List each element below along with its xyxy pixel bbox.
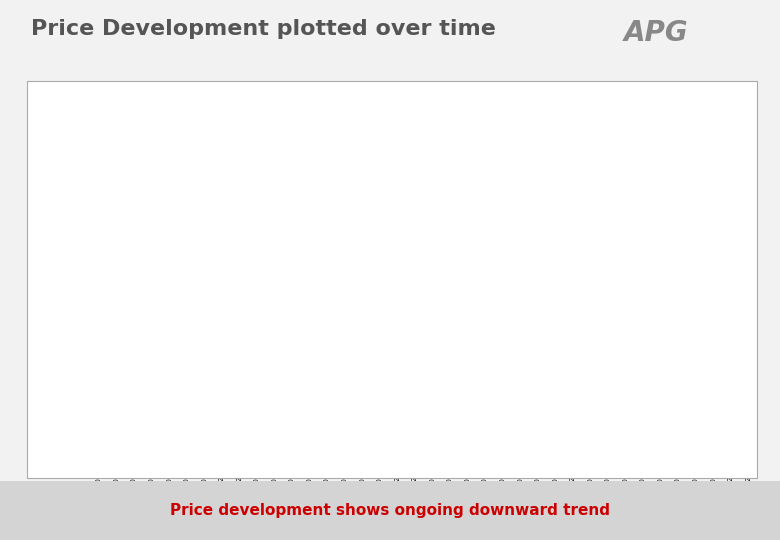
- Title: PRR Price Development: PRR Price Development: [331, 85, 516, 99]
- Text: Price development shows ongoing downward trend: Price development shows ongoing downward…: [170, 503, 610, 518]
- Legend: FCR Price, Linear (FCR Price): FCR Price, Linear (FCR Price): [236, 83, 451, 100]
- Text: Cooperation: Cooperation: [104, 153, 159, 162]
- Text: ELIA: ELIA: [622, 146, 645, 157]
- Text: Start: Start: [104, 139, 126, 148]
- Y-axis label: EUR/Woche: EUR/Woche: [54, 251, 64, 310]
- Text: APG: APG: [624, 19, 689, 47]
- Text: Price Development plotted over time: Price Development plotted over time: [31, 19, 496, 39]
- Text: Accession: Accession: [598, 133, 644, 141]
